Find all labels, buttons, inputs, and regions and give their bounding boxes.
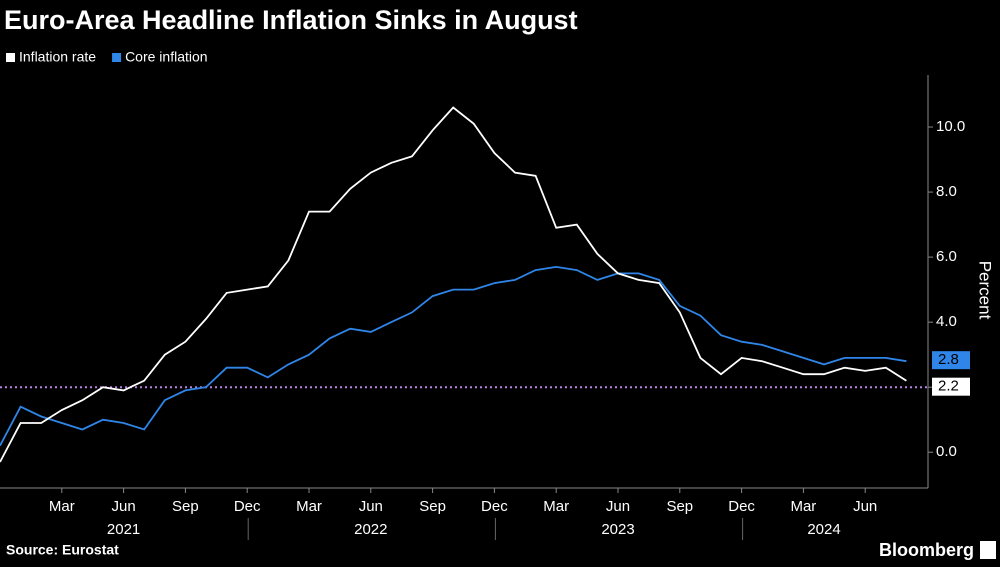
- x-tick-label: Sep: [666, 498, 693, 515]
- y-axis-label: Percent: [976, 261, 995, 320]
- brand-icon: [980, 541, 996, 559]
- x-tick-label: Jun: [853, 498, 877, 515]
- y-tick-label: 8.0: [936, 183, 957, 200]
- x-tick-label: Jun: [112, 498, 136, 515]
- x-tick-label: Sep: [419, 498, 446, 515]
- x-tick-label: Jun: [606, 498, 630, 515]
- year-label: 2021: [107, 521, 140, 538]
- y-tick-label: 4.0: [936, 313, 957, 330]
- x-tick-label: Mar: [543, 498, 569, 515]
- end-label: 2.8: [938, 351, 959, 368]
- x-tick-label: Sep: [172, 498, 199, 515]
- x-tick-label: Dec: [481, 498, 508, 515]
- x-tick-label: Mar: [49, 498, 75, 515]
- y-tick-label: 0.0: [936, 443, 957, 460]
- series-line: [0, 106, 907, 463]
- year-label: 2024: [807, 521, 840, 538]
- x-tick-label: Dec: [234, 498, 261, 515]
- x-tick-label: Jun: [359, 498, 383, 515]
- source: Source: Eurostat: [6, 542, 119, 558]
- legend-label: Inflation rate: [19, 49, 96, 65]
- brand: Bloomberg: [879, 540, 974, 560]
- x-tick-label: Mar: [790, 498, 816, 515]
- series-line: [0, 265, 907, 447]
- year-label: 2022: [354, 521, 387, 538]
- legend-swatch: [6, 53, 15, 62]
- end-label-box: [932, 377, 970, 396]
- end-label-box: [932, 351, 970, 370]
- y-tick-label: 10.0: [936, 118, 965, 135]
- end-label: 2.2: [938, 378, 959, 395]
- x-tick-label: Mar: [296, 498, 322, 515]
- chart-title: Euro-Area Headline Inflation Sinks in Au…: [4, 5, 578, 35]
- y-tick-label: 6.0: [936, 248, 957, 265]
- legend-swatch: [112, 53, 122, 62]
- x-tick-label: Dec: [728, 498, 755, 515]
- legend-label: Core inflation: [125, 49, 208, 65]
- year-label: 2023: [601, 521, 634, 538]
